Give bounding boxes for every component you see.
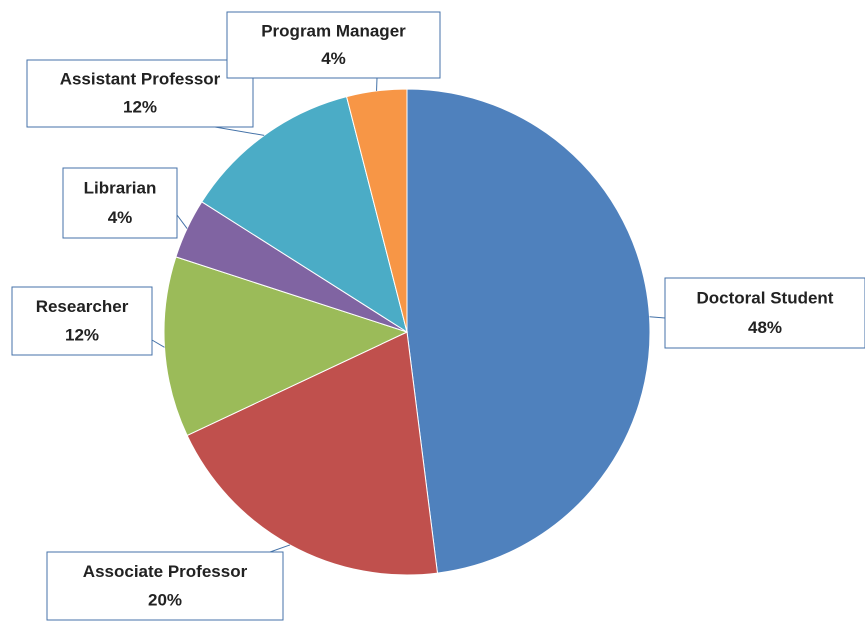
slice-value-label: 12% (123, 98, 157, 117)
slice-label: Librarian (84, 178, 157, 197)
label-box (226, 11, 441, 79)
leader-line (214, 126, 265, 136)
slice-value-label: 12% (65, 325, 99, 344)
leader-line (269, 544, 291, 553)
slice-value-label: 48% (748, 318, 782, 337)
label-box (664, 277, 865, 349)
leader-line (151, 339, 165, 348)
pie-slice (163, 256, 409, 437)
slice-label: Researcher (36, 297, 129, 316)
pie-slice (406, 88, 651, 574)
slice-value-label: 4% (321, 49, 346, 68)
label-box (11, 286, 153, 356)
slice-value-label: 4% (108, 208, 133, 227)
pie-slice (345, 88, 408, 333)
pie-slice (201, 96, 408, 334)
leader-line (649, 316, 666, 319)
label-box (26, 59, 254, 128)
label-box (62, 167, 178, 239)
slice-label: Doctoral Student (697, 288, 834, 307)
label-box (46, 551, 284, 621)
slice-label: Associate Professor (83, 562, 248, 581)
leader-line (176, 214, 188, 229)
slice-label: Assistant Professor (60, 70, 221, 89)
slice-value-label: 20% (148, 590, 182, 609)
slice-label: Program Manager (261, 21, 406, 40)
